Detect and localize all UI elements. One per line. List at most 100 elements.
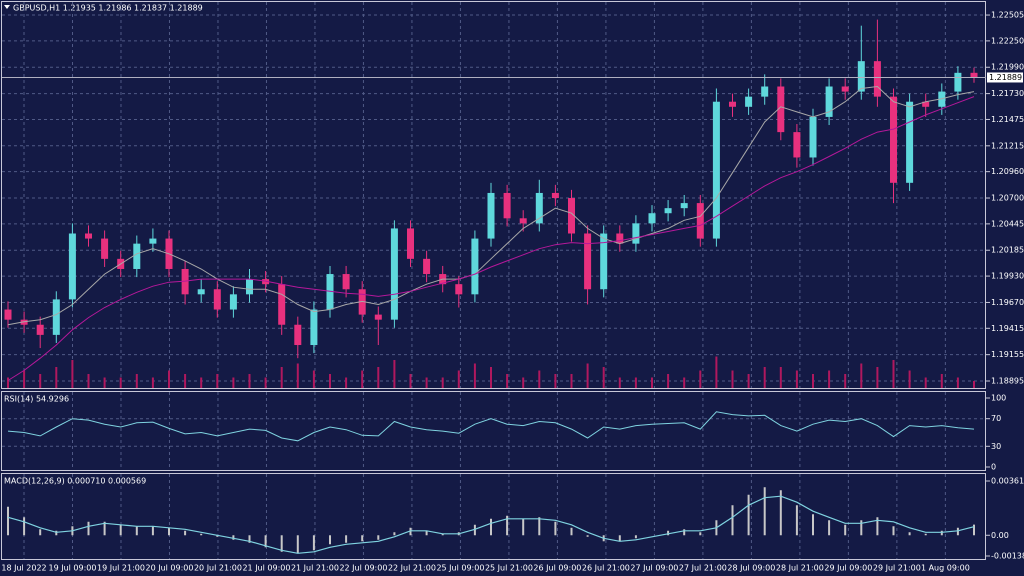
moving-average bbox=[7, 85, 975, 326]
volume-bar bbox=[699, 370, 702, 388]
volume-bar bbox=[280, 367, 283, 388]
candle-body bbox=[4, 309, 12, 320]
volume-bar bbox=[586, 363, 589, 388]
candle-body bbox=[616, 233, 624, 244]
volume-bar bbox=[87, 374, 90, 388]
menu-arrow[interactable] bbox=[4, 5, 10, 9]
candle-body bbox=[519, 218, 527, 224]
candle-body bbox=[793, 132, 801, 158]
x-tick-label: 20 Jul 09:00 bbox=[145, 564, 193, 573]
macd-title: MACD(12,26,9) 0.000710 0.000569 bbox=[4, 477, 146, 486]
candle-body bbox=[197, 289, 205, 295]
y-tick-label: 1.20185 bbox=[991, 246, 1024, 255]
y-tick-label: -0.001381 bbox=[991, 552, 1024, 561]
rsi-line bbox=[7, 411, 975, 442]
rsi-panel-frame bbox=[1, 391, 986, 471]
volume-bar bbox=[425, 377, 428, 388]
volume-bar bbox=[506, 374, 509, 388]
volume-bar bbox=[361, 370, 364, 388]
candle-body bbox=[648, 213, 656, 224]
volume-bar bbox=[490, 367, 492, 388]
candle-body bbox=[310, 309, 318, 346]
candle-body bbox=[680, 203, 688, 209]
candle-body bbox=[471, 238, 479, 295]
y-tick-label: 1.19155 bbox=[991, 350, 1024, 359]
volume-bar bbox=[731, 370, 734, 388]
candle-body bbox=[906, 101, 914, 183]
volume-bar bbox=[747, 374, 750, 388]
volume-bar bbox=[538, 370, 541, 388]
candle-body bbox=[729, 101, 736, 107]
candle-body bbox=[745, 96, 753, 107]
candle-body bbox=[407, 228, 414, 259]
volume-bar bbox=[393, 360, 396, 388]
candle-body bbox=[68, 233, 76, 300]
volume-bar bbox=[457, 370, 460, 388]
candle-body bbox=[52, 299, 60, 335]
x-tick-label: 26 Jul 21:00 bbox=[582, 564, 630, 573]
candle-body bbox=[922, 101, 930, 107]
candle-body bbox=[358, 289, 366, 315]
volume-bar bbox=[7, 377, 9, 388]
candle-body bbox=[777, 86, 785, 133]
y-tick-label: 1.20700 bbox=[991, 194, 1024, 203]
x-tick-label: 18 Jul 2022 bbox=[1, 564, 46, 573]
volume-bar bbox=[264, 377, 267, 388]
y-tick-label: 1.21475 bbox=[991, 115, 1024, 124]
candle-body bbox=[262, 279, 270, 285]
candle-body bbox=[954, 72, 962, 92]
candle-body bbox=[133, 243, 141, 269]
volume-bar bbox=[779, 367, 782, 388]
candle-body bbox=[149, 238, 157, 244]
volume-bar bbox=[409, 374, 412, 388]
x-tick-label: 26 Jul 09:00 bbox=[533, 564, 581, 573]
candle-body bbox=[712, 101, 720, 239]
volume-bar bbox=[795, 370, 798, 388]
volume-bar bbox=[151, 377, 154, 388]
volume-bar bbox=[23, 370, 26, 388]
candle-body bbox=[825, 86, 833, 117]
candle-body bbox=[423, 258, 431, 275]
volume-bar bbox=[860, 363, 863, 388]
candle-body bbox=[584, 233, 592, 290]
candle-body bbox=[664, 208, 672, 214]
volume-bar bbox=[232, 377, 235, 388]
x-tick-label: 19 Jul 21:00 bbox=[97, 564, 145, 573]
volume-bar bbox=[844, 374, 847, 388]
candle-body bbox=[696, 203, 704, 239]
candle-body bbox=[85, 233, 92, 239]
y-tick-label: 70 bbox=[991, 414, 1001, 423]
y-tick-label: 1.22505 bbox=[991, 11, 1024, 20]
candle-body bbox=[535, 192, 543, 224]
candle-body bbox=[294, 324, 302, 346]
y-tick-label: 1.19670 bbox=[991, 298, 1024, 307]
candle-body bbox=[970, 72, 978, 78]
candle-body bbox=[632, 223, 640, 244]
volume-bar bbox=[634, 377, 637, 388]
candle-body bbox=[809, 116, 817, 158]
candle-body bbox=[841, 86, 849, 92]
volume-bar bbox=[441, 377, 444, 388]
volume-bar bbox=[55, 367, 58, 388]
volume-bar bbox=[602, 367, 605, 388]
y-tick-label: 0 bbox=[991, 463, 996, 472]
volume-bar bbox=[892, 360, 895, 388]
volume-bar bbox=[248, 374, 251, 388]
volume-bar bbox=[39, 374, 42, 388]
volume-bar bbox=[828, 370, 831, 388]
candle-body bbox=[568, 198, 575, 234]
candle-body bbox=[390, 228, 398, 320]
candle-body bbox=[600, 233, 608, 290]
y-tick-label: 1.19930 bbox=[991, 272, 1024, 281]
y-tick-label: 1.18895 bbox=[991, 377, 1024, 386]
volume-bar bbox=[119, 377, 122, 388]
volume-bar bbox=[973, 381, 975, 388]
x-tick-label: 28 Jul 09:00 bbox=[727, 564, 775, 573]
volume-bar bbox=[763, 367, 766, 388]
y-tick-label: 1.21215 bbox=[991, 141, 1024, 150]
volume-bar bbox=[618, 377, 621, 388]
candle-body bbox=[761, 86, 769, 97]
volume-bar bbox=[554, 374, 557, 388]
y-tick-label: 30 bbox=[991, 442, 1001, 451]
macd-panel-frame bbox=[1, 473, 986, 560]
